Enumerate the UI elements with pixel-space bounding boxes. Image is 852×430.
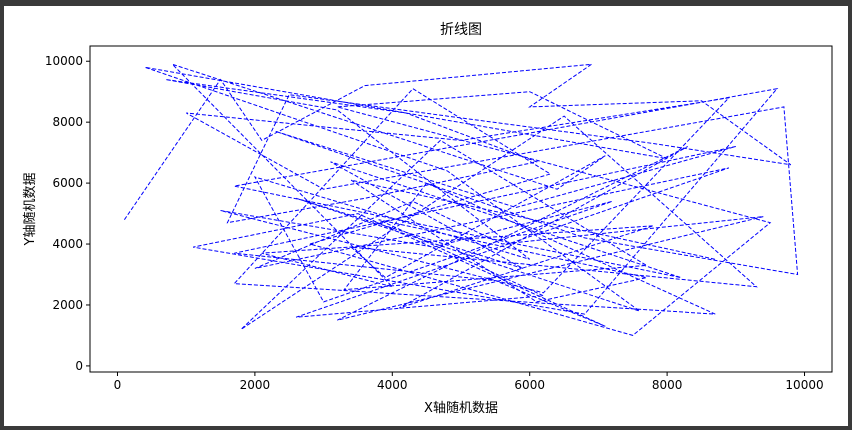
y-tick-label: 6000 xyxy=(52,176,83,190)
x-tick-label: 8000 xyxy=(652,378,683,392)
x-tick-label: 6000 xyxy=(514,378,545,392)
y-tick-label: 2000 xyxy=(52,298,83,312)
y-tick-label: 0 xyxy=(75,359,83,373)
series-line-0 xyxy=(123,63,799,336)
x-tick-label: 2000 xyxy=(240,378,271,392)
x-tick-label: 10000 xyxy=(785,378,823,392)
axes xyxy=(89,45,833,373)
x-tick-label: 4000 xyxy=(377,378,408,392)
x-axis-label: X轴随机数据 xyxy=(424,401,498,416)
series-line-layer xyxy=(123,63,799,336)
y-axis-label: Y轴随机数据 xyxy=(23,173,38,247)
y-tick-label: 8000 xyxy=(52,115,83,129)
x-tick-label: 0 xyxy=(114,378,122,392)
y-tick-label: 4000 xyxy=(52,237,83,251)
plot-frame xyxy=(89,45,833,373)
y-tick-label: 10000 xyxy=(45,54,83,68)
y-axis-ticks: 0 2000 4000 6000 8000 10000 xyxy=(45,54,90,373)
line-chart: 折线图 0 2000 4000 6000 8000 10000 0 2000 4000 6000… xyxy=(23,22,833,416)
chart-title: 折线图 xyxy=(440,22,482,38)
x-axis-ticks: 0 2000 4000 6000 8000 10000 xyxy=(114,372,824,392)
